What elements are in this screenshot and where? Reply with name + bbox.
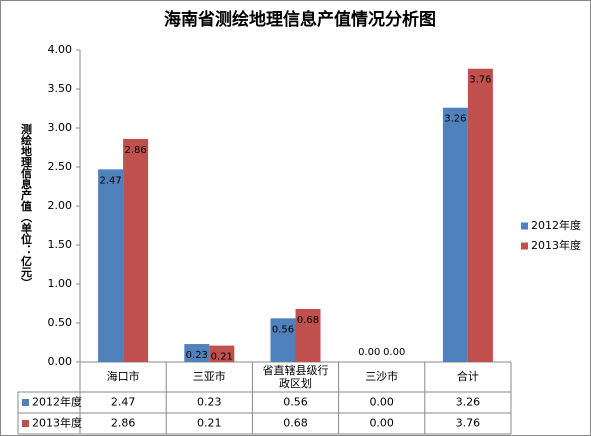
table-value: 0.23 [197, 396, 222, 409]
value-label: 2.47 [99, 175, 121, 186]
table-value: 3.26 [456, 396, 481, 409]
value-label: 0.00 [383, 347, 405, 358]
value-label: 3.76 [469, 75, 491, 86]
legend-key [521, 222, 528, 230]
table-value: 0.56 [283, 396, 308, 409]
value-label: 0.68 [297, 315, 319, 326]
legend-key [521, 242, 528, 250]
y-tick-label: 2.50 [48, 160, 73, 173]
table-value: 3.76 [456, 417, 481, 430]
legend-label: 2013年度 [531, 238, 581, 252]
y-tick-label: 3.50 [48, 82, 73, 95]
x-tick-label: 省直辖县级行政区划 [263, 363, 329, 390]
table-series-name: 2013年度 [32, 416, 82, 430]
table-value: 0.68 [283, 417, 308, 430]
y-tick-label: 0.50 [48, 316, 73, 329]
y-tick-label: 2.00 [48, 199, 73, 212]
y-tick-label: 0.00 [48, 355, 73, 368]
bar [98, 169, 124, 362]
value-label: 3.26 [444, 114, 466, 125]
table-value: 0.00 [369, 396, 394, 409]
bar [442, 107, 468, 362]
x-tick-label: 三沙市 [365, 369, 398, 383]
value-label: 2.86 [124, 145, 146, 156]
value-label: 0.00 [358, 347, 380, 358]
x-tick-label: 海口市 [107, 369, 140, 383]
table-value: 2.47 [111, 396, 136, 409]
y-tick-label: 1.50 [48, 238, 73, 251]
value-label: 0.21 [211, 352, 233, 363]
table-legend-key [22, 420, 29, 427]
value-label: 0.23 [186, 350, 208, 361]
bar [209, 345, 235, 362]
legend-label: 2012年度 [531, 218, 581, 232]
bar [270, 318, 296, 362]
table-legend-key [22, 399, 29, 406]
x-tick-label: 三亚市 [193, 369, 226, 383]
y-tick-label: 4.00 [48, 43, 73, 56]
y-axis-label: 测绘地理信息产值（单位：亿元） [20, 122, 34, 288]
bar [467, 68, 493, 362]
table-value: 2.86 [111, 417, 136, 430]
value-label: 0.56 [272, 324, 294, 335]
chart-title: 海南省测绘地理信息产值情况分析图 [164, 9, 436, 30]
table-value: 0.00 [369, 417, 394, 430]
y-tick-label: 1.00 [48, 277, 73, 290]
table-value: 0.21 [197, 417, 222, 430]
bar [295, 308, 321, 362]
bar [184, 344, 210, 362]
bar [123, 138, 149, 362]
x-tick-label: 合计 [457, 369, 479, 383]
y-tick-label: 3.00 [48, 121, 73, 134]
table-series-name: 2012年度 [32, 395, 82, 409]
